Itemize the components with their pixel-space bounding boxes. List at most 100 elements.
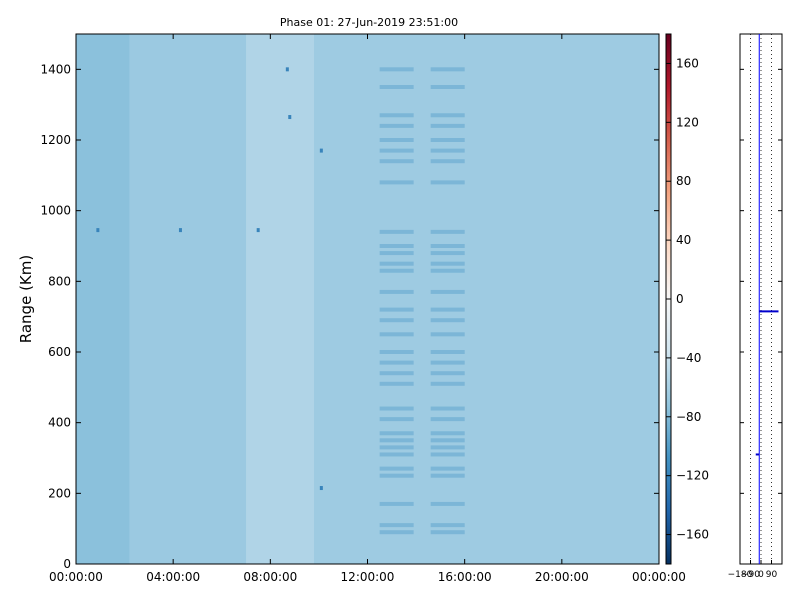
heatmap-stripe: [379, 332, 414, 337]
heatmap-speckle: [288, 115, 292, 120]
heatmap-stripe: [430, 229, 465, 234]
heatmap-speckle: [285, 67, 289, 72]
heatmap-stripe: [430, 123, 465, 128]
heatmap-stripe: [430, 501, 465, 506]
heatmap-stripe: [379, 452, 414, 457]
colorbar-tick-label: −80: [676, 410, 701, 424]
heatmap-stripe: [379, 85, 414, 89]
heatmap-stripe: [379, 417, 414, 422]
heatmap-stripe: [430, 431, 465, 436]
heatmap-stripe: [379, 261, 414, 266]
heatmap-stripe: [379, 159, 414, 164]
heatmap-plot: 00:00:00 04:00:00 08:00:00 12:00:00 16:00:00…: [17, 33, 686, 584]
heatmap-stripe: [430, 452, 465, 457]
heatmap-stripe: [430, 473, 465, 478]
heatmap-stripe: [379, 473, 414, 478]
colorbar-tick-label: 40: [676, 233, 691, 247]
heatmap-stripe: [430, 466, 465, 471]
chart-title: Phase 01: 27-Jun-2019 23:51:00: [280, 16, 458, 29]
heatmap-stripe: [379, 268, 414, 273]
heatmap-stripe: [379, 148, 414, 153]
x-tick-label: 12:00:00: [341, 570, 395, 584]
heatmap-stripe: [379, 113, 414, 118]
heatmap-stripe: [430, 159, 465, 164]
profile-x-tick-label: 0: [758, 570, 764, 580]
x-tick-label: 00:00:00: [49, 570, 103, 584]
heatmap-stripe: [430, 67, 465, 72]
colorbar-tick-label: −40: [676, 351, 701, 365]
heatmap-stripe: [430, 244, 465, 248]
x-tick-label: 08:00:00: [243, 570, 297, 584]
heatmap-stripe: [379, 523, 414, 528]
heatmap-stripe: [430, 417, 465, 422]
heatmap-stripe: [430, 180, 465, 185]
heatmap-stripe: [430, 289, 465, 294]
heatmap-speckle: [319, 486, 323, 491]
heatmap-column-band: [129, 34, 247, 564]
heatmap-speckle: [256, 228, 260, 233]
heatmap-stripe: [379, 406, 414, 411]
x-tick-label: 16:00:00: [438, 570, 492, 584]
heatmap-stripe: [379, 438, 414, 443]
heatmap-stripe: [430, 406, 465, 411]
heatmap-stripe: [379, 445, 414, 450]
heatmap-stripe: [430, 332, 465, 337]
heatmap-stripe: [430, 85, 465, 89]
x-tick-label: 04:00:00: [146, 570, 200, 584]
y-tick-label: 800: [48, 274, 71, 288]
profile-x-tick-label: 90: [766, 570, 778, 580]
x-tick-label: 20:00:00: [535, 570, 589, 584]
heatmap-stripe: [379, 251, 414, 256]
heatmap-speckle: [96, 228, 100, 233]
y-tick-label: 400: [48, 416, 71, 430]
heatmap-stripe: [379, 318, 414, 323]
x-tick-label: 00:00:00: [632, 570, 686, 584]
heatmap-column-band: [246, 34, 315, 564]
heatmap-stripe: [379, 229, 414, 234]
heatmap-stripe: [379, 530, 414, 535]
colorbar-tick-label: −160: [676, 528, 709, 542]
y-tick-label: 600: [48, 345, 71, 359]
heatmap-stripe: [430, 530, 465, 535]
colorbar-tick-label: −120: [676, 469, 709, 483]
heatmap-stripe: [379, 431, 414, 436]
heatmap-speckle: [319, 148, 323, 153]
heatmap-stripe: [379, 371, 414, 376]
heatmap-stripe: [430, 318, 465, 323]
colorbar-tick-label: 80: [676, 174, 691, 188]
heatmap-stripe: [430, 251, 465, 256]
heatmap-stripe: [430, 307, 465, 312]
heatmap-stripe: [379, 466, 414, 471]
heatmap-stripe: [379, 180, 414, 185]
heatmap-stripe: [430, 523, 465, 528]
heatmap-stripe: [379, 381, 414, 386]
heatmap-stripe: [430, 350, 465, 354]
heatmap-stripe: [430, 261, 465, 266]
y-tick-label: 0: [63, 557, 71, 571]
heatmap-stripe: [430, 381, 465, 386]
y-axis-label: Range (Km): [17, 255, 35, 343]
heatmap-stripe: [430, 148, 465, 153]
profile-x-tick-label: −180: [728, 570, 753, 580]
heatmap-stripe: [430, 113, 465, 118]
heatmap-stripe: [430, 360, 465, 365]
heatmap-stripe: [430, 268, 465, 273]
y-tick-label: 200: [48, 486, 71, 500]
heatmap-stripe: [379, 501, 414, 506]
heatmap-stripe: [379, 289, 414, 294]
colorbar: 160 120 80 40 0 −40 −80 −120 −160: [665, 33, 709, 565]
heatmap-stripe: [379, 138, 414, 142]
heatmap-stripe: [430, 371, 465, 376]
heatmap-stripe: [379, 244, 414, 248]
heatmap-column-band: [76, 34, 130, 564]
colorbar-tick-label: 160: [676, 56, 699, 70]
heatmap-stripe: [379, 67, 414, 72]
y-tick-label: 1000: [40, 204, 71, 218]
heatmap-stripe: [379, 350, 414, 354]
profile-x-tick-label: −90: [741, 570, 760, 580]
y-tick-label: 1400: [40, 62, 71, 76]
profile-panel: −180−900 90: [728, 33, 783, 580]
heatmap-speckle: [178, 228, 182, 233]
colorbar-tick-label: 120: [676, 115, 699, 129]
